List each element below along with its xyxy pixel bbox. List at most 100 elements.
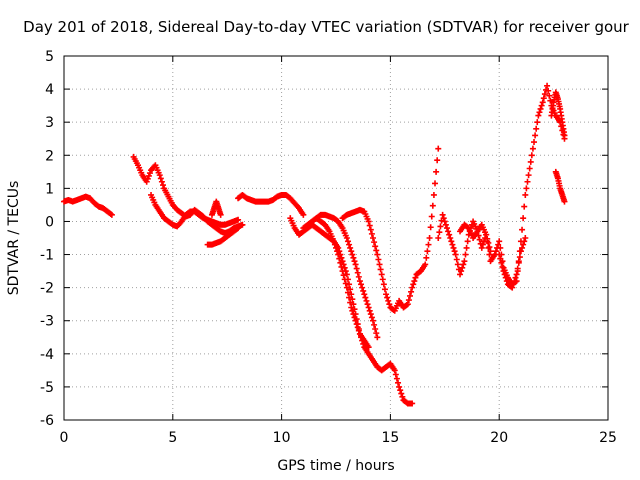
x-tick-label: 15 [381,430,399,446]
data-point [540,95,547,102]
data-point [348,248,355,255]
data-point [509,284,516,291]
data-point [160,182,167,189]
data-point [393,375,400,382]
data-point [517,248,524,255]
data-point [451,248,458,255]
data-point [351,314,358,321]
data-point [144,175,151,182]
data-point [340,272,347,279]
data-point [347,244,354,251]
data-point [534,119,541,126]
data-point [372,326,379,332]
data-point [375,256,382,263]
series-arc13 [496,235,529,291]
data-point [157,175,164,182]
data-point [385,297,392,304]
data-point [449,241,456,248]
data-point [374,334,381,341]
y-tick-label: -3 [40,314,54,330]
data-point [435,235,442,241]
data-point [380,281,387,288]
data-point [409,400,416,407]
data-point [439,211,446,218]
data-point [356,278,363,285]
data-point [398,390,405,397]
data-point [350,254,357,261]
y-tick-label: -6 [40,413,54,429]
data-point [521,203,528,210]
series-arc11 [435,82,568,288]
data-point [427,224,434,231]
data-point [412,274,419,281]
y-tick-label: 2 [45,148,54,164]
data-point [499,263,506,270]
data-point [454,261,461,268]
data-point [516,254,523,261]
data-point [365,218,372,225]
data-point [445,228,452,235]
data-point [483,231,490,238]
data-point [350,311,357,318]
data-point [461,258,468,265]
data-point [486,244,493,251]
data-point [459,264,466,271]
series-arc4 [204,225,242,248]
y-tick-label: -5 [40,380,54,396]
data-point [462,251,469,258]
data-point [492,248,499,255]
data-point [529,145,536,152]
data-point [235,216,242,223]
data-point [520,215,527,222]
data-point [533,125,540,132]
data-point [545,87,552,94]
data-point [433,168,440,175]
data-point [500,268,507,275]
data-point [512,274,519,281]
data-point [143,178,150,185]
data-point [514,265,521,272]
data-point [464,238,471,245]
data-point [395,379,402,386]
data-point [422,261,429,268]
data-point [367,311,374,318]
data-point [354,324,361,331]
x-axis-label: GPS time / hours [277,458,394,474]
data-point [503,278,510,285]
data-point [535,112,542,119]
data-point [346,241,353,248]
x-tick-label: 10 [273,430,291,446]
data-point [358,281,365,288]
data-point [479,241,486,248]
data-point [371,321,378,328]
data-point [434,157,441,164]
data-point [410,281,417,288]
data-point [561,198,568,205]
data-point [531,139,538,146]
data-point [452,251,459,258]
data-point [485,239,492,246]
data-point [463,244,470,251]
data-point [541,91,548,98]
data-point [368,230,375,237]
data-point [440,215,447,222]
chart-title: Day 201 of 2018, Sidereal Day-to-day VTE… [23,18,630,36]
data-point [399,393,406,400]
series-arc6 [235,191,307,218]
data-point [233,225,240,232]
data-point [343,284,350,291]
data-point [519,244,526,251]
data-point [487,248,494,255]
data-point [523,185,530,192]
series-arc15 [548,89,568,139]
data-point [448,238,455,245]
y-tick-label: -4 [40,347,54,363]
data-point [513,271,520,278]
data-point [347,286,354,293]
data-point [403,302,410,309]
data-point [408,288,415,295]
data-point [337,259,344,266]
data-point [239,221,246,228]
data-point [436,229,443,236]
